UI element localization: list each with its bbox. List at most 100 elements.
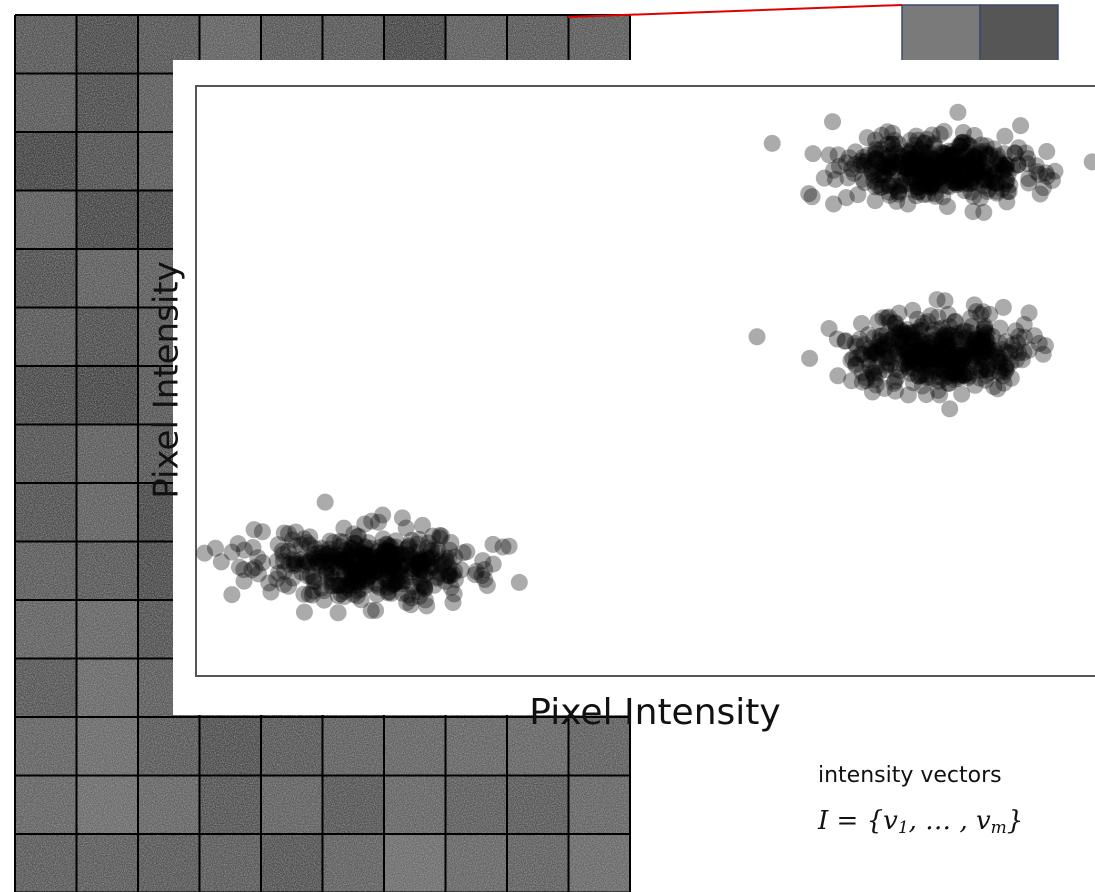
scatter-point <box>940 306 957 323</box>
scatter-point <box>424 563 441 580</box>
scatter-point <box>968 303 985 320</box>
pixel-patch <box>980 5 1058 65</box>
scatter-point <box>880 309 897 326</box>
scatter-point <box>838 189 855 206</box>
formula-part: , … , v <box>909 806 991 836</box>
figure: Pixel Intensity Pixel Intensity intensit… <box>0 0 1095 892</box>
scatter-point <box>986 174 1003 191</box>
scatter-point <box>879 123 896 140</box>
scatter-point <box>501 538 518 555</box>
scatter-point <box>829 367 846 384</box>
scatter-point <box>458 543 475 560</box>
scatter-point <box>829 330 846 347</box>
scatter-point <box>801 350 818 367</box>
formula-subscript: 1 <box>898 818 909 838</box>
scatter-point <box>749 328 766 345</box>
scatter-point <box>207 540 224 557</box>
scatter-point <box>295 556 312 573</box>
scatter-point <box>317 494 334 511</box>
scatter-point <box>1012 117 1029 134</box>
scatter-point <box>964 175 981 192</box>
formula-part: } <box>1007 806 1024 836</box>
scatter-point <box>1038 143 1055 160</box>
scatter-point <box>955 160 972 177</box>
scatter-point <box>362 552 379 569</box>
scatter-point <box>918 386 935 403</box>
scatter-point <box>367 602 384 619</box>
scatter-point <box>230 535 247 552</box>
scatter-point <box>824 113 841 130</box>
scatter-point <box>1026 327 1043 344</box>
scatter-point <box>392 568 409 585</box>
scatter-point <box>903 336 920 353</box>
scatter-point <box>929 291 946 308</box>
scatter-point <box>330 604 347 621</box>
scatter-point <box>977 331 994 348</box>
scatter-point <box>485 556 502 573</box>
scatter-point <box>511 574 528 591</box>
scatter-point <box>975 204 992 221</box>
scatter-point <box>941 400 958 417</box>
scatter-point <box>995 299 1012 316</box>
scatter-point <box>927 332 944 349</box>
scatter-point <box>936 364 953 381</box>
scatter-point <box>400 539 417 556</box>
scatter-point <box>847 143 864 160</box>
scatter-point <box>860 326 877 343</box>
scatter-point <box>939 198 956 215</box>
scatter-point <box>951 352 968 369</box>
scatter-point <box>287 524 304 541</box>
scatter-point <box>966 348 983 365</box>
scatter-point <box>1028 163 1045 180</box>
scatter-point <box>949 104 966 121</box>
scatter-point <box>1015 344 1032 361</box>
scatter-point <box>804 145 821 162</box>
scatter-point <box>1021 304 1038 321</box>
scatter-point <box>223 586 240 603</box>
scatter-point <box>858 369 875 386</box>
scatter-point <box>370 514 387 531</box>
scatter-point <box>1017 144 1034 161</box>
caption: intensity vectors <box>818 763 1002 788</box>
scatter-point <box>369 586 386 603</box>
scatter-point <box>332 585 349 602</box>
scatter-point <box>301 537 318 554</box>
scatter-point <box>922 307 939 324</box>
scatter-point <box>339 570 356 587</box>
scatter-point <box>888 369 905 386</box>
scatter-point <box>305 582 322 599</box>
scatter-point <box>995 375 1012 392</box>
scatter-point <box>382 538 399 555</box>
scatter-point <box>865 345 882 362</box>
scatter-point <box>899 163 916 180</box>
scatter-point <box>431 527 448 544</box>
zoom-line <box>568 5 902 17</box>
scatter-point <box>879 158 896 175</box>
scatter-point <box>1044 172 1061 189</box>
scatter-point <box>382 552 399 569</box>
scatter-point <box>345 526 362 543</box>
scatter-point <box>959 323 976 340</box>
scatter-point <box>418 597 435 614</box>
scatter-point <box>908 128 925 145</box>
scatter-point <box>1035 346 1052 363</box>
scatter-point <box>935 145 952 162</box>
scatter-point <box>479 577 496 594</box>
pixel-patch <box>902 5 980 65</box>
formula-subscript: m <box>991 818 1007 838</box>
scatter-point <box>989 156 1006 173</box>
scatter-point <box>441 558 458 575</box>
y-axis-label: Pixel Intensity <box>147 261 187 498</box>
scatter-point <box>953 134 970 151</box>
scatter-point <box>394 509 411 526</box>
scatter-point <box>246 521 263 538</box>
formula: I = {v1, … , vm} <box>817 806 1023 838</box>
scatter-point <box>328 546 345 563</box>
scatter-point <box>917 175 934 192</box>
x-axis-label: Pixel Intensity <box>529 692 780 733</box>
scatter-point <box>764 135 781 152</box>
scatter-point <box>296 604 313 621</box>
scatter-point <box>872 179 889 196</box>
scatter-point <box>231 559 248 576</box>
scatter-point <box>821 146 838 163</box>
